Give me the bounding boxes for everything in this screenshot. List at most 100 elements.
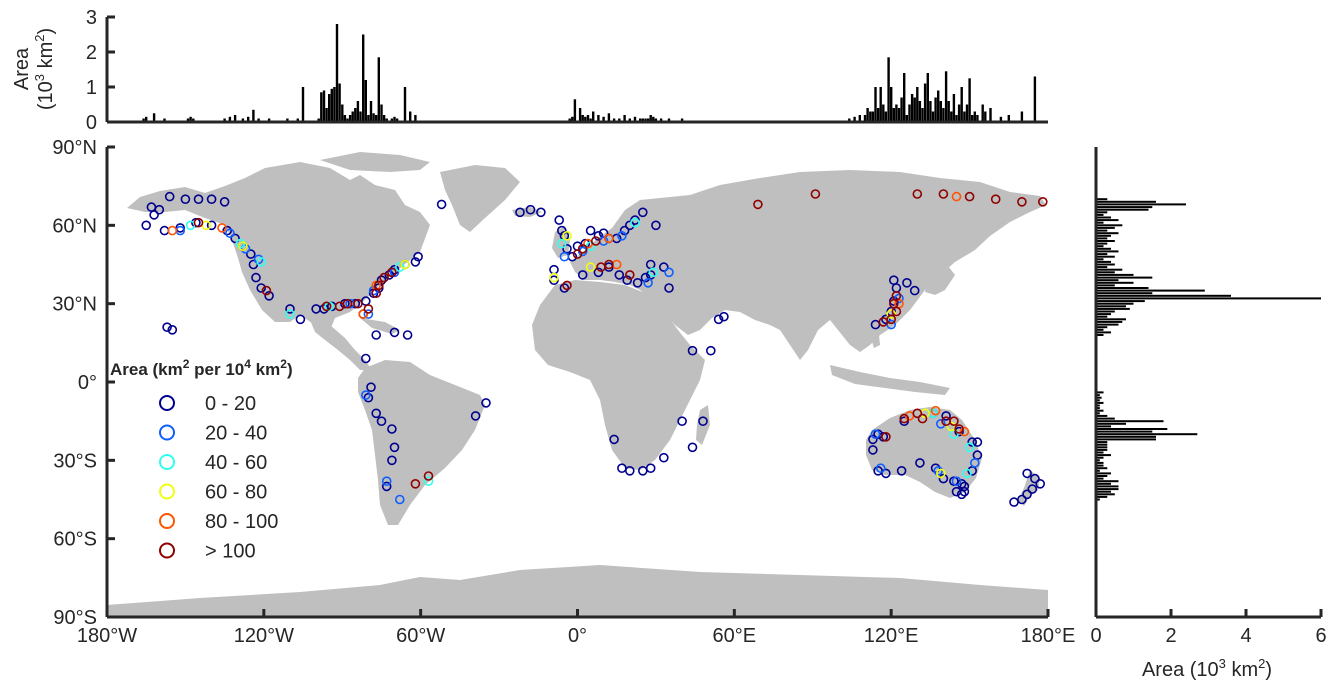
scatter-point — [167, 225, 178, 236]
scatter-point — [951, 191, 962, 202]
right-bar — [1096, 229, 1108, 232]
top-bar — [380, 104, 383, 122]
scatter-point — [949, 416, 959, 427]
right-bar — [1096, 422, 1126, 425]
right-bar — [1096, 472, 1111, 475]
top-bar — [947, 101, 950, 122]
top-y-tick-label: 3 — [86, 7, 97, 29]
scatter-point — [387, 267, 397, 278]
right-bar — [1096, 414, 1108, 417]
right-bar — [1096, 268, 1123, 271]
map-y-tick-label: 60°S — [53, 529, 97, 551]
top-bar — [607, 113, 611, 123]
top-bar — [584, 116, 587, 123]
top-bar — [908, 104, 911, 122]
land-arctic-islands — [320, 152, 430, 172]
scatter-point — [964, 442, 975, 453]
scatter-point — [436, 199, 447, 210]
top-bar — [921, 108, 924, 122]
scatter-point — [1027, 484, 1038, 494]
top-bar — [1007, 115, 1010, 122]
scatter-point — [154, 204, 165, 215]
top-bar — [916, 87, 919, 122]
right-bar — [1096, 469, 1100, 472]
scatter-point — [381, 476, 392, 487]
scatter-point — [353, 298, 363, 309]
scatter-point — [423, 471, 434, 481]
land-eurasia — [570, 170, 1046, 360]
right-bar — [1096, 451, 1104, 454]
scatter-point — [935, 468, 946, 479]
right-bar — [1096, 482, 1111, 485]
right-bar — [1096, 394, 1100, 397]
right-bar — [1096, 326, 1108, 329]
scatter-point — [881, 468, 891, 479]
top-bar — [973, 111, 976, 122]
right-bar — [1096, 307, 1130, 310]
right-bar — [1096, 221, 1104, 224]
scatter-point — [593, 231, 604, 241]
right-bar — [1096, 279, 1119, 282]
legend: Area (km2 per 104 km2) 0 - 20 20 - 40 40 -… — [110, 357, 293, 563]
top-bar — [939, 101, 942, 122]
legend-label: 20 - 40 — [205, 423, 267, 445]
scatter-point — [285, 309, 295, 319]
scatter-point — [1035, 478, 1045, 489]
right-bar — [1096, 396, 1102, 399]
top-bar — [597, 115, 600, 122]
scatter-point — [648, 267, 659, 278]
scatter-point — [536, 207, 546, 218]
top-bar — [623, 115, 626, 122]
scatter-point — [933, 465, 944, 476]
top-bar — [317, 118, 320, 122]
top-bar — [1033, 76, 1037, 122]
scatter-point — [481, 398, 491, 408]
top-bar — [301, 87, 305, 122]
right-bar — [1096, 276, 1153, 279]
scatter-point — [413, 251, 423, 262]
scatter-point — [562, 280, 572, 291]
top-histogram-bars — [142, 24, 1037, 123]
scatter-point — [614, 270, 625, 280]
scatter-point — [713, 314, 724, 325]
scatter-point — [360, 353, 371, 364]
top-bar — [338, 83, 341, 122]
scatter-point — [640, 272, 651, 283]
top-bar — [876, 108, 880, 122]
scatter-point — [619, 225, 630, 236]
top-bar — [937, 90, 940, 122]
scatter-point — [899, 413, 910, 424]
scatter-point — [379, 272, 389, 283]
legend-entries: 0 - 20 20 - 40 40 - 60 60 - 80 80 - 100 > 100 — [159, 393, 278, 563]
scatter-point — [363, 309, 374, 319]
top-bar — [602, 116, 605, 123]
land-antarctica — [107, 565, 1048, 617]
right-bar — [1096, 412, 1100, 415]
scatter-point — [394, 494, 405, 505]
right-bar — [1096, 475, 1108, 477]
top-bar — [192, 118, 195, 122]
top-bar — [871, 111, 875, 122]
top-bar — [573, 99, 577, 123]
top-bar — [965, 104, 969, 122]
scatter-point — [360, 390, 371, 400]
right-histogram-axes: 0 2 4 6 — [1090, 147, 1327, 647]
legend-label: 0 - 20 — [205, 393, 256, 415]
right-bar — [1096, 200, 1156, 203]
right-bar — [1096, 250, 1119, 253]
map-x-tick-label: 0° — [568, 625, 587, 647]
scatter-point — [525, 204, 536, 215]
top-bar — [228, 116, 232, 123]
map-y-tick-label: 90°S — [53, 607, 97, 629]
top-bar — [393, 116, 396, 123]
scatter-point — [896, 465, 907, 476]
top-bar — [963, 111, 966, 122]
scatter-point — [604, 259, 614, 270]
top-bar — [929, 101, 932, 122]
right-bar — [1096, 488, 1119, 491]
top-bar — [578, 108, 582, 122]
scatter-point — [1030, 473, 1040, 484]
scatter-point — [572, 249, 583, 259]
scatter-point — [1009, 497, 1019, 507]
legend-label: 80 - 100 — [205, 511, 278, 533]
